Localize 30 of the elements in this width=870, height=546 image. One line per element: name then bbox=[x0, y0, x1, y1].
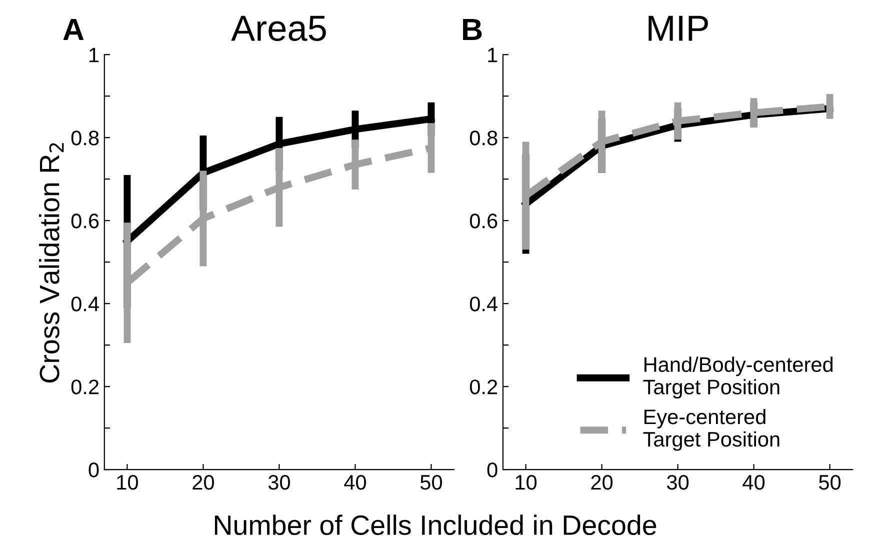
chart-title: MIP bbox=[648, 16, 708, 41]
text: A bbox=[63, 18, 84, 40]
y-tick-label: 1 bbox=[90, 48, 99, 62]
chart-title: Area5 bbox=[231, 16, 326, 42]
x-tick-label: 50 bbox=[420, 474, 442, 490]
y-tick-label: 0.4 bbox=[71, 296, 99, 312]
y-tick-label: 0.8 bbox=[470, 130, 498, 146]
legend-label: Eye-centered Target Position bbox=[643, 408, 780, 451]
y-tick-label: 0.2 bbox=[470, 380, 498, 394]
x-tick-label: 10 bbox=[516, 474, 537, 490]
y-tick-label: 1 bbox=[488, 48, 498, 62]
x-tick-label: 30 bbox=[666, 474, 689, 490]
y-tick-label: 0.6 bbox=[470, 214, 498, 228]
y-tick-label: 0.2 bbox=[71, 380, 98, 394]
y-tick-label: 0 bbox=[487, 462, 498, 478]
x-tick-label: 10 bbox=[117, 474, 138, 490]
x-tick-label: 30 bbox=[268, 474, 290, 490]
y-tick-label: 0.4 bbox=[470, 296, 498, 312]
y-tick-label: 0.6 bbox=[71, 214, 99, 228]
legend-label: Hand/Body-centered Target Position bbox=[643, 356, 833, 399]
x-tick-label: 50 bbox=[819, 474, 841, 490]
y-tick-label: 0 bbox=[88, 462, 99, 478]
x-tick-label: 40 bbox=[742, 474, 765, 490]
y-axis-title: Cross Validation R$_{2}$ bbox=[38, 143, 64, 382]
text: B bbox=[463, 18, 482, 40]
x-axis-title: Number of Cells Included in Decode bbox=[214, 514, 656, 536]
x-tick-label: 40 bbox=[344, 474, 366, 490]
x-tick-label: 20 bbox=[192, 474, 214, 490]
y-tick-label: 0.8 bbox=[71, 130, 99, 146]
x-tick-label: 20 bbox=[591, 474, 613, 490]
